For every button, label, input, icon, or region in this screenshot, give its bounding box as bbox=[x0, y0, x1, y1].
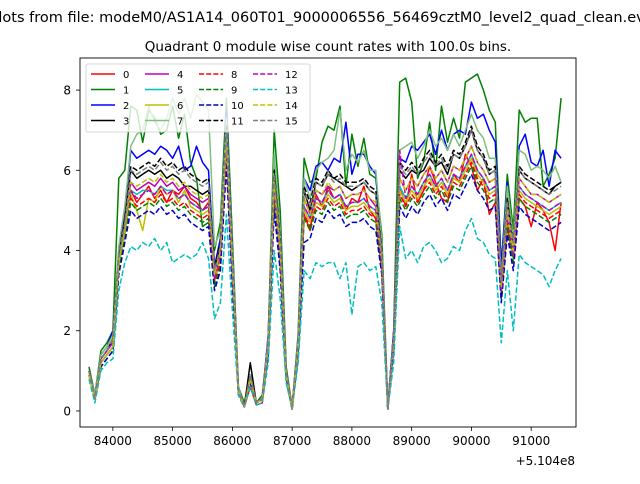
x-tick-label: 90000 bbox=[452, 434, 490, 448]
x-tick-label: 85000 bbox=[154, 434, 192, 448]
axes-frame bbox=[79, 57, 577, 428]
series-line-4 bbox=[88, 137, 562, 410]
series-line-8 bbox=[88, 153, 562, 410]
legend-label-0: 0 bbox=[123, 70, 129, 81]
x-tick-label: 88000 bbox=[333, 434, 371, 448]
legend-label-6: 6 bbox=[177, 101, 183, 112]
x-tick-label: 91000 bbox=[512, 434, 550, 448]
legend-label-5: 5 bbox=[177, 86, 183, 97]
series-line-5 bbox=[88, 145, 562, 410]
chart-title: Quadrant 0 module wise count rates with … bbox=[145, 39, 511, 55]
series-line-14 bbox=[88, 137, 562, 410]
series-line-9 bbox=[88, 157, 562, 410]
legend-label-7: 7 bbox=[177, 117, 183, 128]
legend-label-8: 8 bbox=[231, 70, 237, 81]
legend-label-3: 3 bbox=[123, 117, 129, 128]
legend-label-9: 9 bbox=[231, 86, 237, 97]
series-line-13 bbox=[88, 213, 562, 410]
legend-label-10: 10 bbox=[231, 101, 244, 112]
y-tick-label: 2 bbox=[63, 324, 71, 338]
x-tick-label: 84000 bbox=[94, 434, 132, 448]
x-tick-label: 86000 bbox=[213, 434, 251, 448]
y-tick-label: 0 bbox=[63, 404, 71, 418]
legend-box bbox=[85, 63, 311, 133]
legend-label-1: 1 bbox=[123, 86, 129, 97]
series-line-6 bbox=[88, 149, 562, 410]
legend-label-12: 12 bbox=[285, 70, 298, 81]
x-axis: 84000 85000 86000 87000 88000 89000 90000 91000 bbox=[94, 427, 550, 448]
x-tick-label: 89000 bbox=[393, 434, 431, 448]
figure-suptitle: Plots from file: modeM0/AS1A14_060T01_90… bbox=[0, 10, 640, 26]
y-tick-label: 4 bbox=[63, 244, 71, 258]
legend-label-11: 11 bbox=[231, 117, 244, 128]
series-line-10 bbox=[88, 165, 562, 410]
series-line-15 bbox=[88, 129, 562, 410]
y-tick-label: 8 bbox=[63, 84, 71, 98]
x-tick-label: 87000 bbox=[273, 434, 311, 448]
legend-label-2: 2 bbox=[123, 101, 129, 112]
legend-label-4: 4 bbox=[177, 70, 183, 81]
series-line-11 bbox=[88, 125, 562, 410]
y-tick-label: 6 bbox=[63, 164, 71, 178]
legend-label-14: 14 bbox=[285, 101, 298, 112]
legend-label-13: 13 bbox=[285, 86, 298, 97]
y-axis: 0 2 4 6 8 bbox=[63, 84, 80, 418]
x-axis-offset-label: +5.104e8 bbox=[516, 454, 575, 468]
series-line-2 bbox=[88, 101, 562, 408]
legend-label-15: 15 bbox=[285, 117, 298, 128]
